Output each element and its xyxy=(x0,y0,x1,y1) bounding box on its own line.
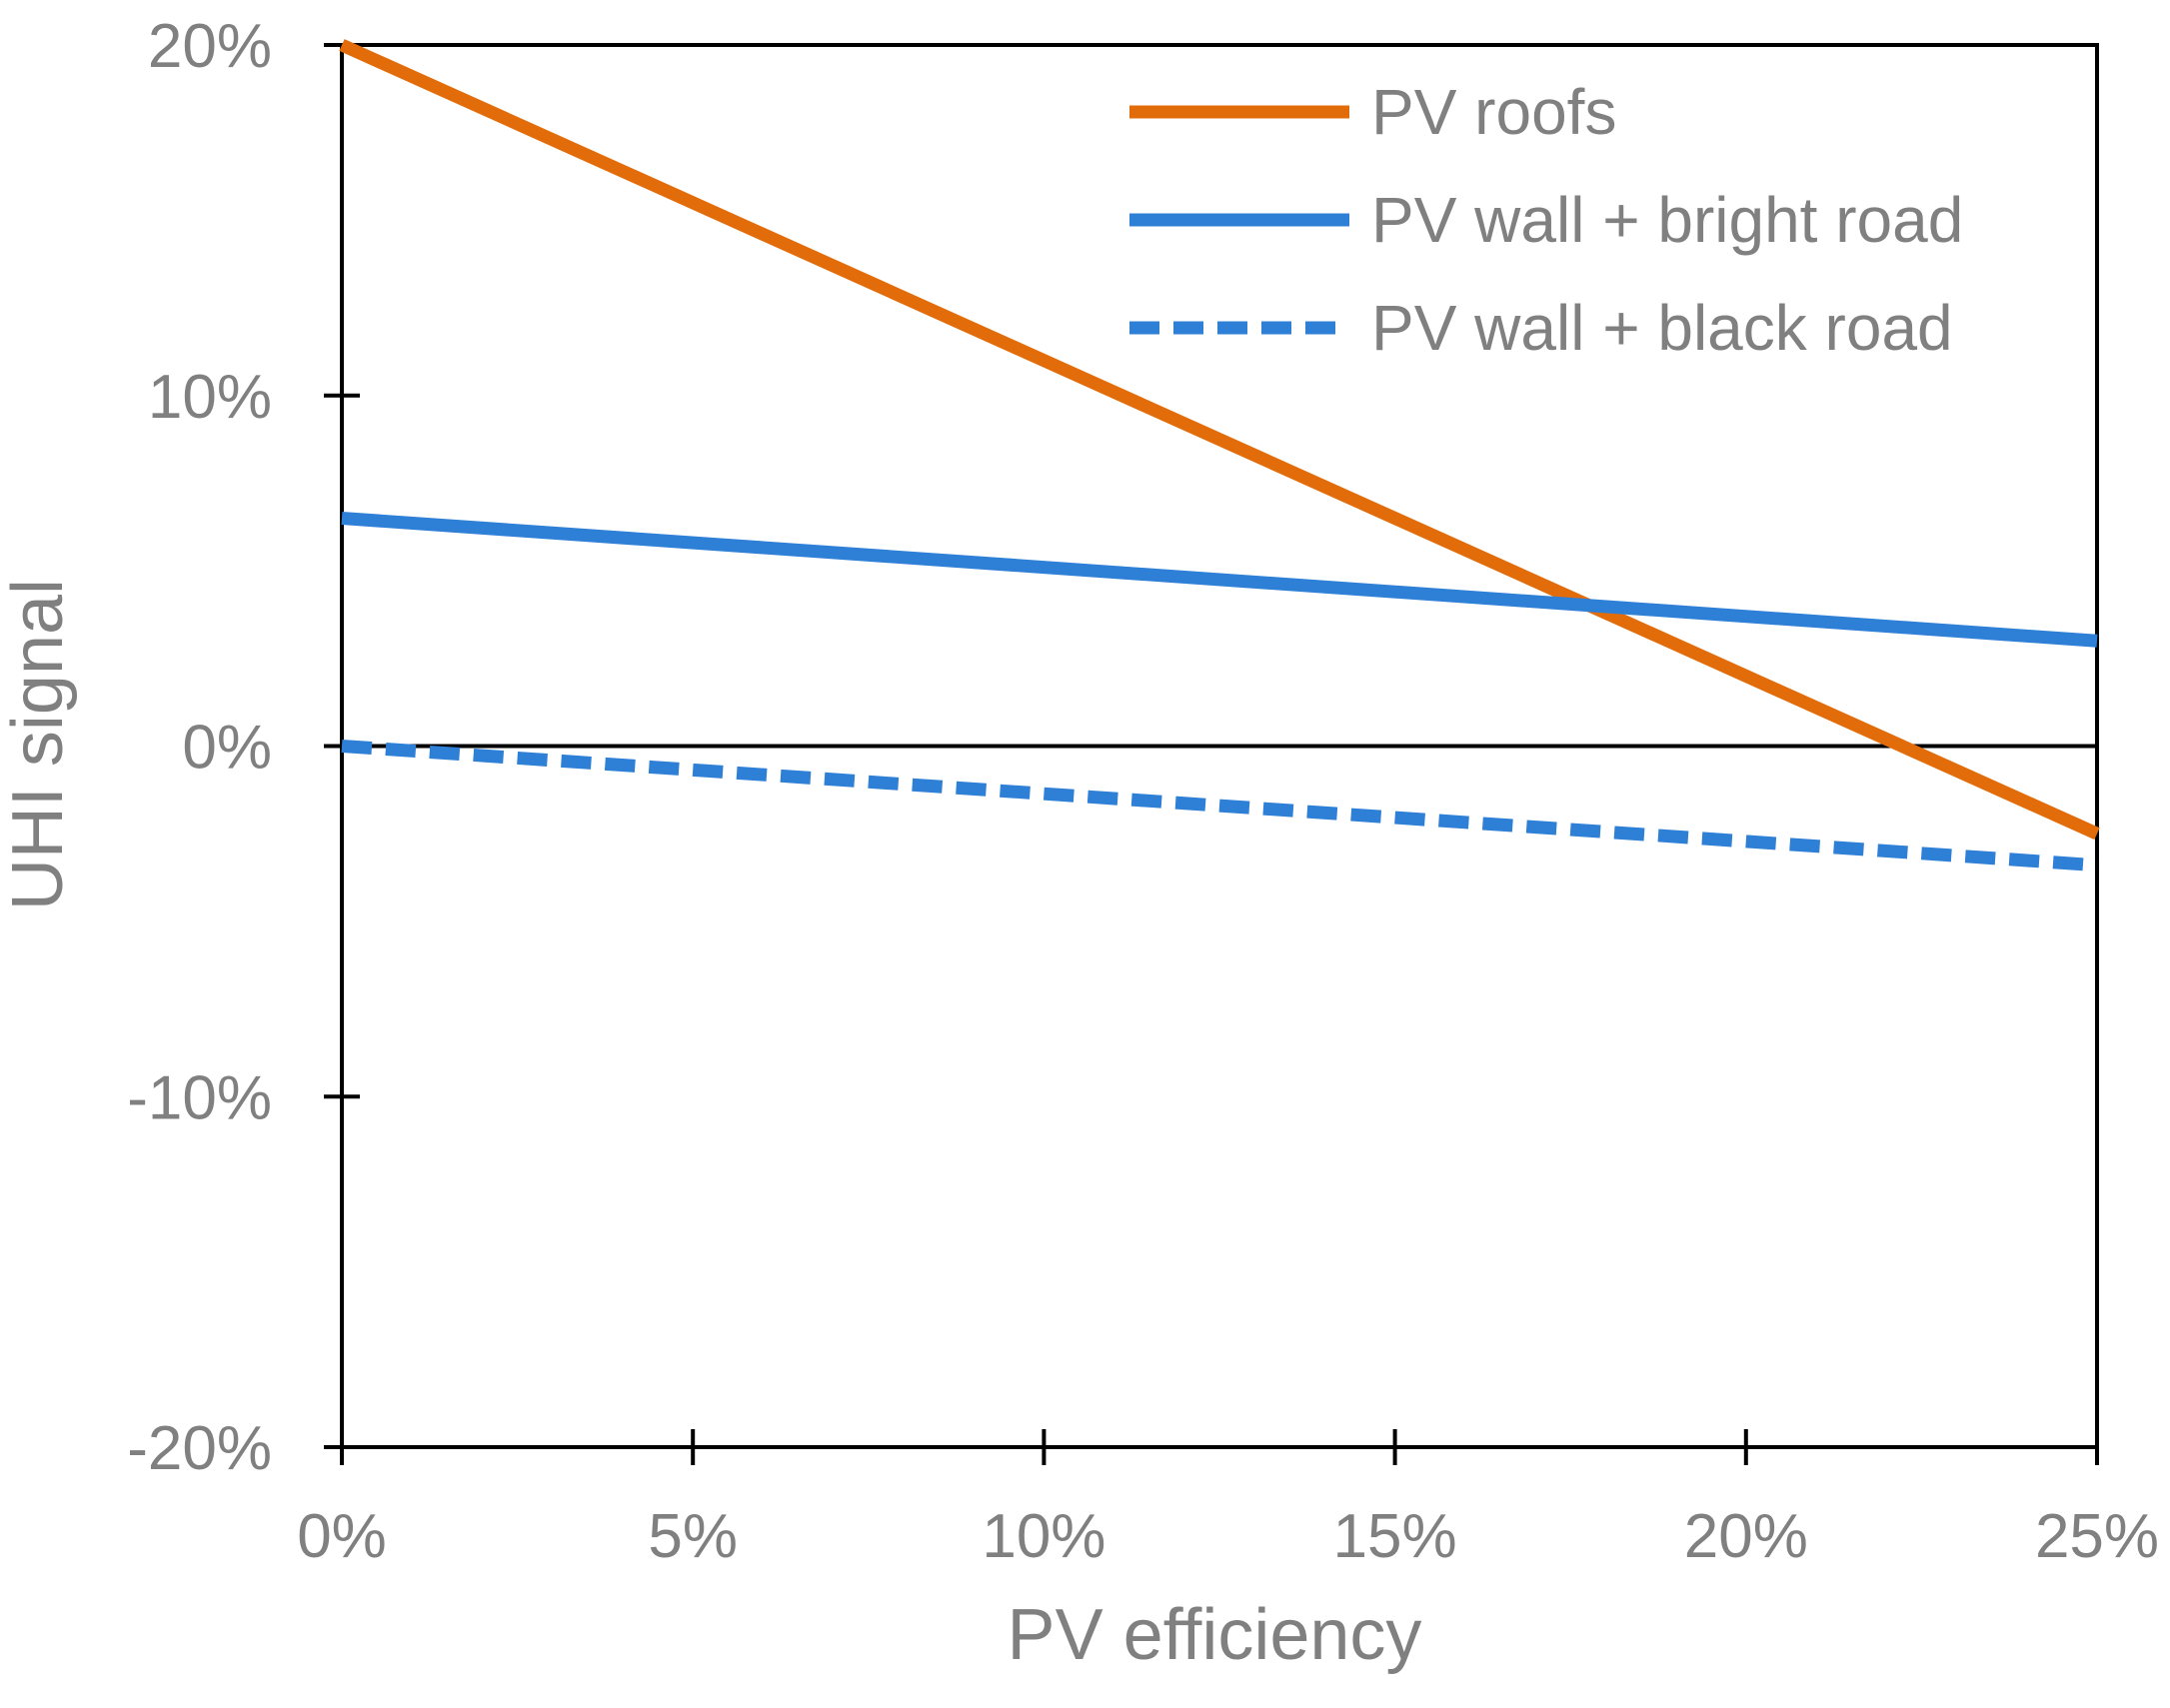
y-tick-label: -20% xyxy=(127,1414,272,1483)
series-line-2 xyxy=(341,512,2098,648)
y-axis-ticks: -20% -10% 0% 10% 20% xyxy=(127,12,360,1483)
series-layer xyxy=(339,39,2100,872)
y-tick-label: 10% xyxy=(148,363,272,432)
x-tick-label: 15% xyxy=(1333,1502,1457,1571)
series-line-3 xyxy=(341,740,2098,872)
legend: PV roofs PV wall + bright road PV wall + b… xyxy=(1129,76,1963,364)
x-tick-label: 10% xyxy=(982,1502,1105,1571)
x-tick-label: 5% xyxy=(648,1502,738,1571)
legend-label-2: PV wall + bright road xyxy=(1371,184,1963,256)
legend-label-3: PV wall + black road xyxy=(1371,292,1953,364)
x-axis-title: PV efficiency xyxy=(1008,1595,1422,1675)
x-tick-label: 0% xyxy=(297,1502,387,1571)
series-line-1 xyxy=(339,39,2100,841)
x-tick-label: 20% xyxy=(1684,1502,1808,1571)
x-tick-label: 25% xyxy=(2035,1502,2159,1571)
y-tick-label: 20% xyxy=(148,12,272,81)
y-axis-title: UHI signal xyxy=(0,579,78,910)
y-tick-label: -10% xyxy=(127,1063,272,1132)
y-tick-label: 0% xyxy=(182,714,272,783)
legend-label-1: PV roofs xyxy=(1371,76,1616,148)
x-axis-ticks: 0% 5% 10% 15% 20% 25% xyxy=(297,1429,2159,1571)
